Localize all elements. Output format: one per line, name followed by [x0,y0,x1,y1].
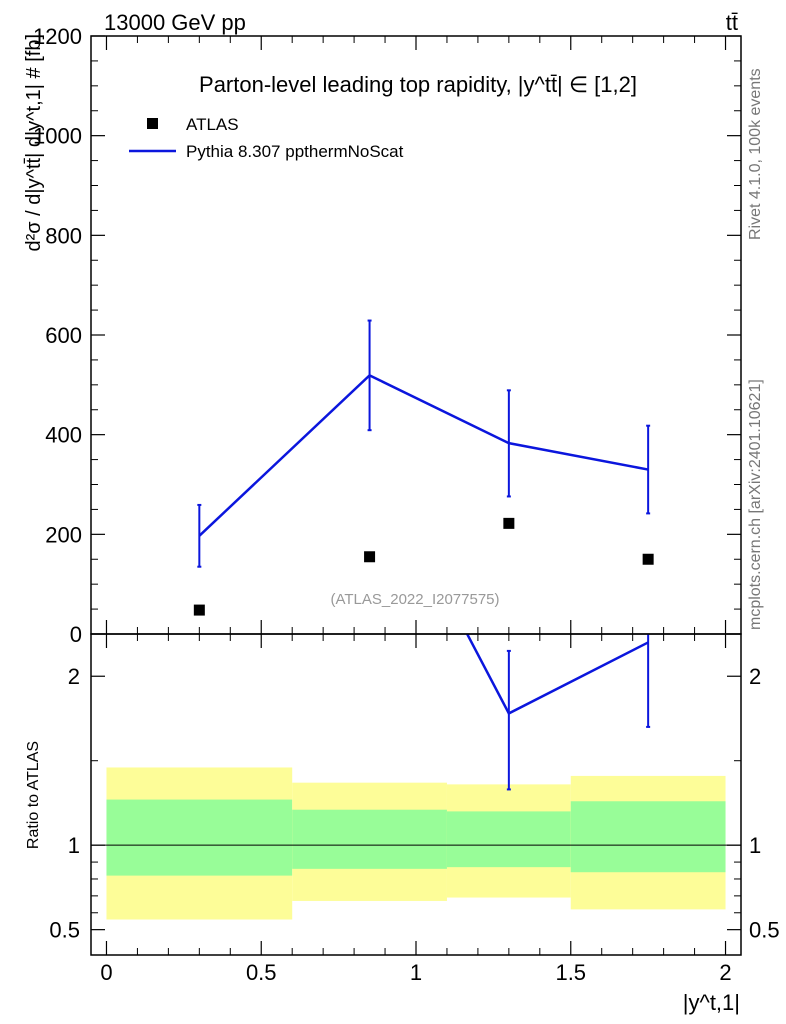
energy-label: 13000 GeV pp [104,10,246,35]
analysis-watermark: (ATLAS_2022_I2077575) [330,591,499,608]
atlas-data-point [642,553,654,565]
y-tick-label: 1200 [33,24,82,49]
y-tick-label: 0 [70,622,82,647]
mcplots-label: mcplots.cern.ch [arXiv:2401.10621] [747,379,764,630]
ratio-uncertainty-band-inner [106,799,293,876]
pythia-ratio-line [465,634,649,716]
atlas-data-point [503,517,515,529]
ratio-y-tick-label-right: 1 [749,833,761,858]
y-tick-label: 200 [45,522,82,547]
ratio-uncertainty-band-inner [292,809,447,869]
ratio-y-axis-label: Ratio to ATLAS [25,741,42,849]
x-tick-label: 1 [410,960,422,985]
atlas-data-point [193,604,205,616]
pythia-line [198,373,649,537]
ratio-y-tick-label: 2 [68,664,80,689]
y-tick-label: 800 [45,223,82,248]
x-tick-label: 2 [719,960,731,985]
ratio-y-tick-label-right: 0.5 [749,918,780,943]
y-tick-label: 400 [45,423,82,448]
ratio-uncertainty-band-inner [446,811,571,868]
main-panel: 0 200 400 600 800 1000 1200 Parton-level leadi… [23,24,742,647]
y-tick-label: 1000 [33,124,82,149]
atlas-data-point [364,551,376,563]
process-label: tt̄ [726,10,738,35]
chart-title: Parton-level leading top rapidity, |y^tt… [199,72,637,97]
legend: ATLAS Pythia 8.307 ppthermNoScat [129,115,404,161]
x-tick-label: 0 [100,960,112,985]
ratio-y-tick-label: 0.5 [49,918,80,943]
x-tick-label: 0.5 [246,960,277,985]
y-axis-label: d²σ / d|y^tt̄| d|y^t,1| # [fb] [23,34,45,252]
rivet-version-label: Rivet 4.1.0, 100k events [747,68,764,240]
x-tick-label: 1.5 [555,960,586,985]
legend-pythia-label: Pythia 8.307 ppthermNoScat [186,142,404,161]
legend-atlas-label: ATLAS [186,115,239,134]
ratio-y-tick-label: 1 [68,833,80,858]
y-tick-label: 600 [45,323,82,348]
legend-atlas-marker [147,118,158,129]
ratio-uncertainty-band-inner [570,801,726,873]
x-axis-label: |y^t,1| [683,990,740,1015]
ratio-y-tick-label-right: 2 [749,664,761,689]
ratio-frame [90,633,742,956]
ratio-panel: 0.5 0.5 1 1 2 2 0 0.5 1 1.5 2 Ratio to ATLAS |y^t… [25,633,780,1015]
